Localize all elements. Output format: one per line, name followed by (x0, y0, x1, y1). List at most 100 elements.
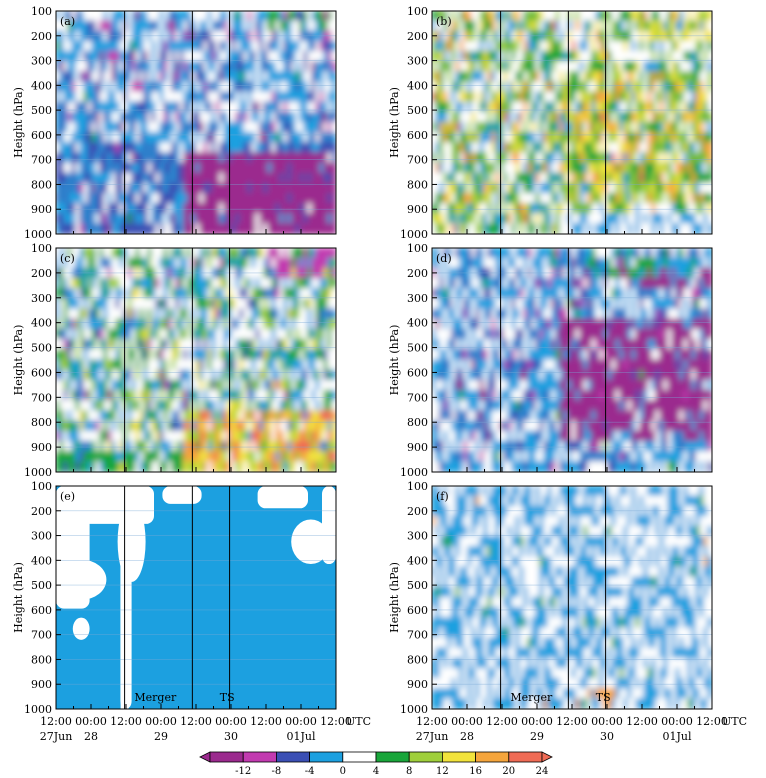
contour-cell (67, 420, 73, 432)
contour-cell (523, 71, 529, 83)
contour-cell (263, 379, 269, 392)
contour-cell (671, 30, 677, 42)
contour-cell (127, 298, 133, 310)
contour-cell (143, 359, 149, 371)
contour-cell (59, 420, 65, 432)
contour-cell (99, 152, 105, 164)
contour-cell (259, 142, 265, 154)
contour-cell (299, 162, 305, 174)
contour-cell (539, 172, 545, 184)
contour-cell (243, 248, 249, 259)
contour-cell (247, 81, 253, 93)
contour-cell (315, 172, 321, 184)
contour-cell (331, 162, 336, 174)
contour-cell (235, 400, 241, 412)
contour-cell (219, 298, 225, 310)
contour-cell (251, 121, 257, 134)
contour-cell (451, 50, 457, 63)
contour-cell (91, 132, 97, 144)
contour-cell (211, 369, 217, 381)
contour-cell (131, 430, 137, 443)
contour-cell (223, 61, 229, 73)
contour-cell (535, 81, 541, 93)
contour-cell (103, 132, 109, 144)
contour-cell (235, 451, 241, 463)
contour-cell (67, 308, 73, 320)
contour-cell (671, 172, 677, 184)
contour-cell (195, 400, 201, 412)
contour-cell (119, 267, 125, 280)
contour-cell (251, 328, 257, 341)
contour-cell (175, 30, 181, 42)
contour-cell (327, 359, 333, 371)
contour-cell (199, 40, 205, 53)
contour-cell (131, 20, 137, 32)
contour-cell (455, 162, 461, 174)
contour-cell (451, 277, 457, 290)
contour-cell (327, 30, 333, 42)
contour-cell (471, 339, 477, 351)
contour-cell (151, 420, 157, 432)
contour-cell (151, 267, 157, 280)
contour-cell (699, 203, 705, 215)
contour-cell (151, 152, 157, 164)
contour-cell (523, 111, 529, 124)
contour-cell (259, 257, 265, 269)
contour-cell (527, 192, 533, 205)
contour-cell (75, 182, 81, 194)
contour-cell (259, 223, 265, 234)
contour-cell (507, 50, 513, 63)
contour-cell (631, 40, 637, 53)
contour-cell (271, 410, 277, 422)
contour-cell (75, 288, 81, 300)
contour-cell (79, 11, 85, 22)
contour-cell (319, 410, 325, 422)
contour-cell (331, 61, 336, 73)
contour-cell (195, 328, 201, 341)
contour-cell (79, 318, 85, 331)
panel-d: (d) (431, 247, 713, 473)
contour-cell (191, 461, 197, 472)
contour-cell (327, 257, 333, 269)
contour-cell (99, 267, 105, 280)
contour-cell (243, 379, 249, 392)
contour-cell (271, 248, 277, 259)
contour-cell (303, 248, 309, 259)
contour-cell (523, 192, 529, 205)
contour-cell (79, 91, 85, 103)
contour-cell (191, 389, 197, 402)
contour-cell (271, 172, 277, 184)
contour-cell (207, 379, 213, 392)
contour-cell (611, 121, 617, 134)
contour-cell (283, 308, 289, 320)
contour-cell (259, 162, 265, 174)
contour-cell (131, 172, 137, 184)
contour-cell (647, 223, 653, 234)
contour-cell (623, 71, 629, 83)
contour-cell (263, 420, 269, 432)
contour-cell (691, 213, 697, 225)
contour-cell (443, 267, 449, 280)
contour-cell (67, 410, 73, 422)
contour-cell (683, 50, 689, 63)
contour-cell (459, 111, 465, 124)
contour-cell (327, 223, 333, 234)
contour-cell (263, 61, 269, 73)
contour-cell (547, 192, 553, 205)
contour-cell (135, 20, 141, 32)
contour-cell (307, 288, 313, 300)
contour-cell (67, 451, 73, 463)
contour-cell (659, 142, 665, 154)
contour-cell (479, 288, 485, 300)
contour-cell (159, 132, 165, 144)
contour-cell (483, 461, 489, 472)
contour-cell (315, 440, 321, 453)
contour-cell (443, 339, 449, 351)
contour-cell (199, 223, 205, 234)
contour-cell (455, 20, 461, 32)
contour-cell (511, 142, 517, 154)
contour-cell (247, 162, 253, 174)
contour-cell (87, 213, 93, 225)
contour-cell (207, 267, 213, 280)
contour-cell (279, 277, 285, 290)
